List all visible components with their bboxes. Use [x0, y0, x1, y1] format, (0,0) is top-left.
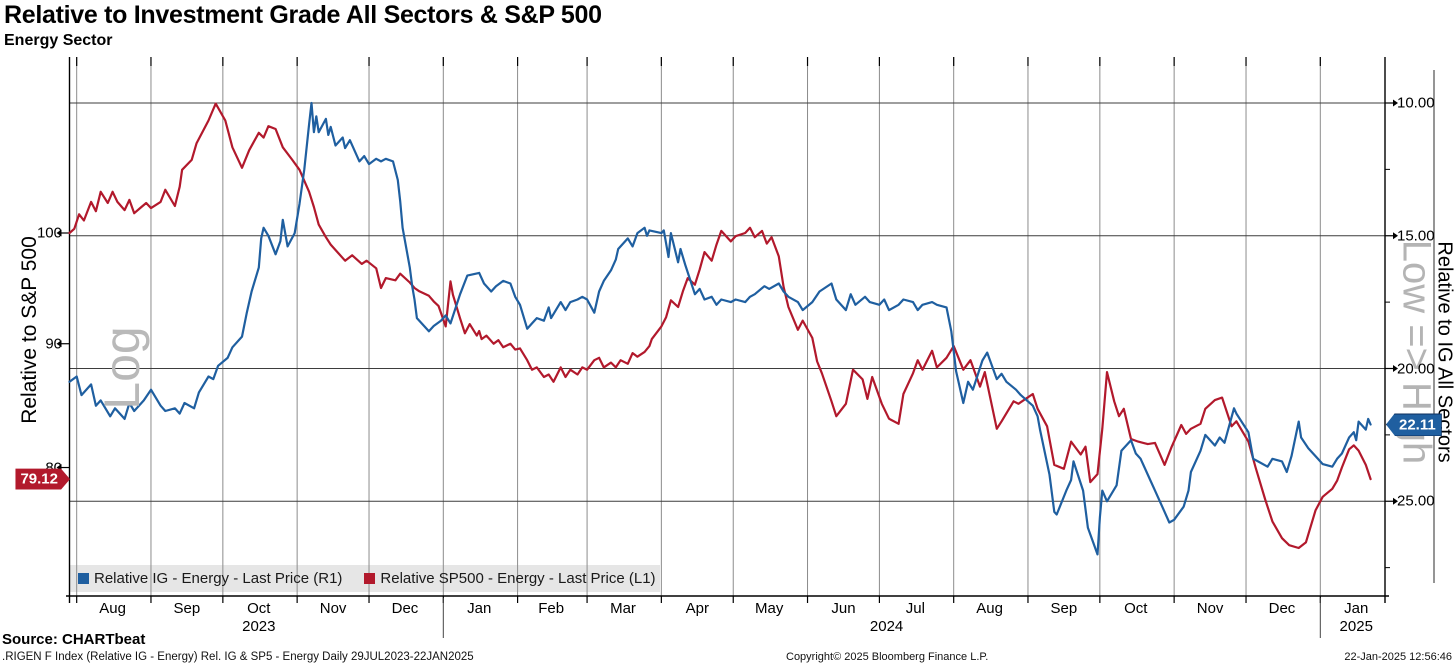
legend-swatch-icon	[78, 573, 89, 584]
log-scale-watermark: Log	[94, 326, 150, 410]
right-axis-tick: 10.00	[1397, 94, 1435, 112]
source-label: Source: CHARTbeat	[2, 631, 146, 648]
right-axis-tick: 15.00	[1397, 227, 1435, 245]
x-axis-month-label: Jan	[467, 600, 492, 617]
x-axis-month-label: Sep	[173, 600, 201, 617]
x-axis-month-label: Nov	[319, 600, 347, 617]
x-axis-month-label: Jul	[905, 600, 925, 617]
legend-item-label: Relative IG - Energy - Last Price (R1)	[94, 570, 343, 587]
x-axis-month-label: Feb	[538, 600, 565, 617]
left-last-price-badge: 79.12	[15, 469, 70, 490]
legend-item-label: Relative SP500 - Energy - Last Price (L1…	[380, 570, 656, 587]
legend-swatch-icon	[364, 573, 376, 584]
page-title: Relative to Investment Grade All Sectors…	[4, 1, 602, 29]
legend-item[interactable]: Relative SP500 - Energy - Last Price (L1…	[364, 570, 656, 587]
x-axis-year-label: 2024	[869, 618, 904, 635]
x-axis-year-label: 2023	[242, 618, 276, 635]
right-axis-tick: 25.00	[1397, 492, 1435, 510]
x-axis-month-label: Jan	[1344, 600, 1369, 617]
x-axis-month-label: Nov	[1196, 600, 1224, 617]
x-axis-month-label: May	[755, 600, 784, 617]
left-axis-title: Relative to S&P 500	[18, 236, 41, 424]
x-axis-month-label: Apr	[685, 600, 709, 617]
legend-item[interactable]: Relative IG - Energy - Last Price (R1)	[78, 570, 342, 587]
x-axis-month-label: Oct	[247, 600, 271, 617]
x-axis-month-label: Aug	[99, 600, 126, 617]
x-axis-month-label: Oct	[1124, 600, 1148, 617]
x-axis-month-label: Aug	[976, 600, 1003, 617]
x-axis-month-label: Mar	[610, 600, 636, 617]
index-info-label: .RIGEN F Index (Relative IG - Energy) Re…	[2, 651, 474, 663]
left-axis-tick: 100	[36, 224, 62, 242]
left-axis-tick: 90	[45, 335, 62, 353]
chart-subtitle: Energy Sector	[4, 32, 113, 49]
legend: Relative IG - Energy - Last Price (R1) Re…	[70, 565, 660, 592]
x-axis-year-label: 2025	[1339, 618, 1373, 635]
timestamp-label: 22-Jan-2025 12:56:46	[1344, 651, 1452, 663]
right-axis-tick: 20.00	[1397, 360, 1435, 377]
right-last-price-badge: 22.11	[1386, 413, 1442, 437]
x-axis-month-label: Dec	[391, 600, 419, 617]
x-axis-month-label: Sep	[1050, 600, 1078, 617]
x-axis-month-label: Dec	[1268, 600, 1296, 617]
x-axis-month-label: Jun	[831, 600, 856, 617]
copyright-label: Copyright© 2025 Bloomberg Finance L.P.	[786, 651, 989, 663]
